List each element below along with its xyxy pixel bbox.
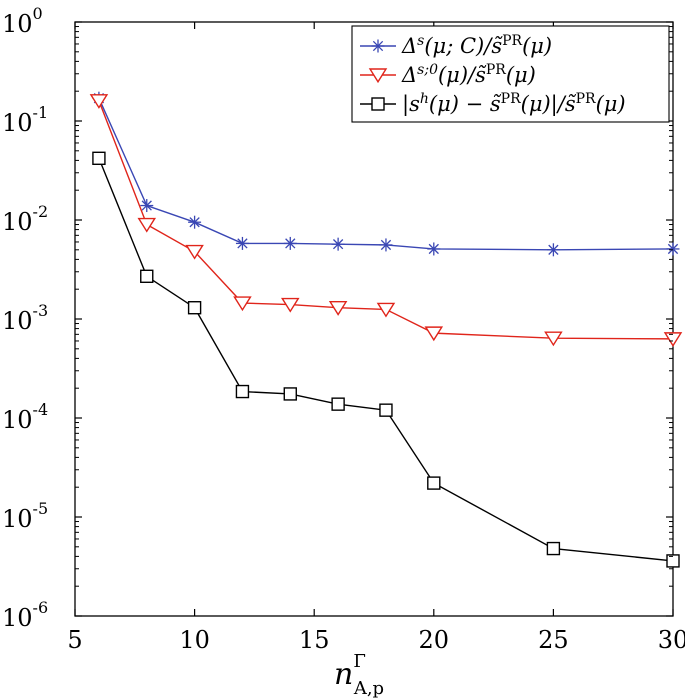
- series-layer: [89, 91, 683, 568]
- data-point: [283, 387, 297, 401]
- x-axis-label: nΓ A,p: [334, 651, 384, 698]
- y-tick-label: 10-5: [2, 499, 48, 533]
- data-point: [379, 238, 393, 252]
- legend-item-3: |sh(μ) − s̃PR(μ)|/s̃PR(μ): [360, 91, 626, 117]
- data-point: [92, 151, 106, 165]
- legend-item-1: Δs(μ; C)/s̃PR(μ): [360, 33, 552, 58]
- data-point: [376, 302, 396, 318]
- legend-item-2: Δs;0(μ)/s̃PR(μ): [360, 62, 536, 87]
- data-point: [283, 236, 297, 250]
- data-point: [666, 554, 680, 568]
- y-tick-label: 10-1: [2, 103, 48, 137]
- data-point: [546, 541, 561, 556]
- x-tick-label: 25: [538, 626, 569, 654]
- data-point: [185, 244, 204, 260]
- y-tick-label: 10-6: [2, 598, 48, 632]
- y-tick-label: 10-2: [2, 202, 48, 236]
- data-point: [331, 237, 345, 251]
- data-point: [546, 243, 560, 257]
- data-point: [233, 296, 252, 312]
- data-point: [424, 326, 444, 342]
- data-point: [427, 476, 441, 490]
- legend-label: Δs(μ; C)/s̃PR(μ): [401, 33, 552, 58]
- data-point: [235, 384, 250, 399]
- legend-marker: [371, 97, 385, 111]
- series-line: [98, 158, 674, 562]
- data-point: [140, 199, 154, 213]
- x-tick-label: 20: [419, 626, 450, 654]
- legend-marker: [371, 39, 385, 53]
- data-point: [137, 217, 157, 233]
- x-tick-label: 5: [67, 626, 82, 654]
- legend-label: Δs;0(μ)/s̃PR(μ): [401, 62, 536, 87]
- data-point: [379, 403, 393, 417]
- x-tick-label: 30: [658, 626, 685, 654]
- series-1: [92, 91, 680, 257]
- data-point: [328, 301, 348, 316]
- data-point: [544, 331, 563, 347]
- data-point: [331, 397, 345, 411]
- series-2: [89, 94, 683, 347]
- data-point: [235, 236, 249, 250]
- series-3: [92, 151, 680, 568]
- legend-marker: [368, 68, 388, 84]
- y-tick-label: 10-3: [2, 301, 48, 335]
- data-point: [666, 242, 680, 256]
- x-tick-label: 15: [299, 626, 330, 654]
- legend-label: |sh(μ) − s̃PR(μ)|/s̃PR(μ): [402, 91, 626, 117]
- y-tick-label: 100: [2, 4, 43, 38]
- y-tick-label: 10-4: [2, 400, 48, 434]
- x-axis-title: nΓ A,p: [334, 651, 384, 698]
- data-point: [89, 94, 109, 109]
- legend-box: [351, 25, 670, 123]
- series-line: [98, 100, 674, 340]
- legend: Δs(μ; C)/s̃PR(μ) Δs;0(μ)/s̃PR(μ) |sh(μ) − …: [351, 25, 670, 123]
- data-point: [140, 269, 154, 283]
- axes-ticks: 5 10 15 20 25 30 10-6 10-5 10-4 10-3 10-2 10-1 100: [2, 4, 685, 654]
- data-point: [281, 297, 300, 313]
- data-point: [663, 332, 683, 347]
- series-line: [98, 97, 674, 251]
- data-point: [188, 215, 202, 229]
- data-point: [187, 301, 202, 315]
- data-point: [427, 242, 441, 256]
- x-tick-label: 10: [179, 626, 210, 654]
